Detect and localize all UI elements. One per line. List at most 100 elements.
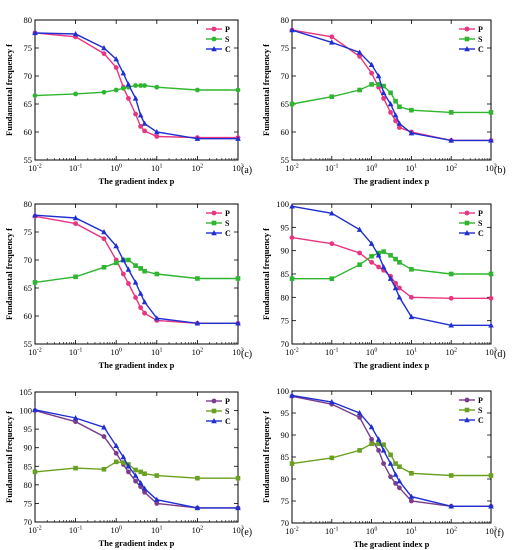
data-point xyxy=(32,280,38,285)
data-point xyxy=(101,229,107,235)
data-point xyxy=(329,210,335,216)
data-point xyxy=(142,83,147,88)
legend-marker xyxy=(464,220,470,226)
data-point xyxy=(357,262,362,267)
data-point xyxy=(154,271,160,277)
data-point xyxy=(397,485,402,491)
x-tick-label: 10-1 xyxy=(69,525,83,535)
data-point xyxy=(375,73,382,79)
x-tick-label: 10-2 xyxy=(285,347,299,357)
x-axis-title: The gradient index p xyxy=(99,360,175,370)
x-tick-label: 102 xyxy=(445,163,457,173)
data-point xyxy=(121,460,126,465)
legend-label: S xyxy=(225,407,230,416)
legend: PSC xyxy=(206,209,231,238)
series-line xyxy=(34,215,238,324)
x-tick-label: 100 xyxy=(366,347,378,357)
data-point xyxy=(32,406,38,413)
data-point xyxy=(397,260,402,265)
y-tick-label: 75 xyxy=(24,43,33,53)
panel-tag: (a) xyxy=(241,165,252,176)
panel-tag: (f) xyxy=(494,528,504,539)
panel-f: 10-2 10-1 100 101 102 103 70 75 80 85 90 95 100 The g… xyxy=(261,386,504,549)
data-point xyxy=(133,467,138,473)
data-point xyxy=(101,89,107,95)
x-tick-label: 102 xyxy=(192,163,204,173)
data-point xyxy=(289,392,295,398)
series-S xyxy=(32,459,241,481)
data-point xyxy=(448,271,454,277)
data-point xyxy=(448,137,454,143)
y-axis-title: Fundamental frequency f xyxy=(261,411,271,503)
data-point xyxy=(396,478,403,484)
y-axis-title: Fundamental frequency f xyxy=(4,411,14,503)
x-tick-label: 103 xyxy=(232,525,244,535)
data-point xyxy=(137,112,144,118)
data-point xyxy=(388,253,393,258)
legend-label: S xyxy=(225,35,230,44)
data-point xyxy=(132,472,139,478)
data-point xyxy=(120,271,126,277)
data-point xyxy=(120,257,127,263)
data-point xyxy=(133,111,138,117)
y-tick-label: 80 xyxy=(281,474,290,484)
panel-c: 10-2 10-1 100 101 102 103 55 60 65 70 75 80 The grad… xyxy=(4,199,252,370)
data-point xyxy=(154,473,160,478)
data-point xyxy=(408,130,415,136)
data-point xyxy=(381,461,386,466)
data-point xyxy=(380,447,387,453)
data-point xyxy=(380,89,387,95)
data-point xyxy=(393,118,398,124)
y-tick-label: 55 xyxy=(281,155,290,165)
data-point xyxy=(101,51,107,56)
series-C xyxy=(32,406,241,511)
series-line xyxy=(291,443,491,477)
legend-label: P xyxy=(225,25,230,34)
data-point xyxy=(396,120,403,126)
data-point xyxy=(72,415,79,421)
legend-label: P xyxy=(225,397,230,406)
y-tick-label: 80 xyxy=(281,15,290,25)
series-P xyxy=(32,213,241,326)
data-point xyxy=(32,212,38,218)
legend-marker xyxy=(464,210,470,216)
y-tick-label: 70 xyxy=(281,339,290,349)
x-tick-label: 103 xyxy=(232,163,244,173)
panel-tag: (b) xyxy=(494,165,506,176)
data-point xyxy=(388,474,393,480)
legend-marker xyxy=(464,230,470,236)
x-tick-label: 102 xyxy=(445,347,457,357)
data-point xyxy=(138,469,143,475)
data-point xyxy=(369,259,374,265)
y-tick-label: 95 xyxy=(24,424,33,434)
data-point xyxy=(138,83,144,88)
panel-b: 10-2 10-1 100 101 102 103 55 60 65 70 75 80 The grad… xyxy=(261,15,506,186)
x-tick-label: 103 xyxy=(232,347,244,357)
x-tick-label: 103 xyxy=(485,347,497,357)
data-point xyxy=(132,279,139,285)
data-point xyxy=(195,276,200,281)
x-axis-title: The gradient index p xyxy=(354,176,430,186)
y-tick-label: 95 xyxy=(281,408,290,418)
series-P xyxy=(289,27,494,143)
legend-label: P xyxy=(478,396,483,405)
series-line xyxy=(291,394,491,507)
data-point xyxy=(133,295,138,300)
data-point xyxy=(409,498,414,504)
data-point xyxy=(392,112,399,118)
series-line xyxy=(292,250,491,280)
y-tick-label: 60 xyxy=(281,127,290,137)
data-point xyxy=(488,271,494,277)
data-point xyxy=(368,424,375,430)
legend-marker xyxy=(211,210,217,216)
data-point xyxy=(448,295,454,301)
y-tick-label: 75 xyxy=(24,498,33,508)
panel-tag: (e) xyxy=(241,527,252,538)
x-tick-label: 10-1 xyxy=(325,526,339,536)
x-tick-label: 101 xyxy=(406,163,418,173)
data-point xyxy=(409,107,414,113)
data-point xyxy=(387,275,394,281)
y-tick-label: 55 xyxy=(24,339,33,349)
data-point xyxy=(393,256,398,262)
data-point xyxy=(397,104,402,110)
